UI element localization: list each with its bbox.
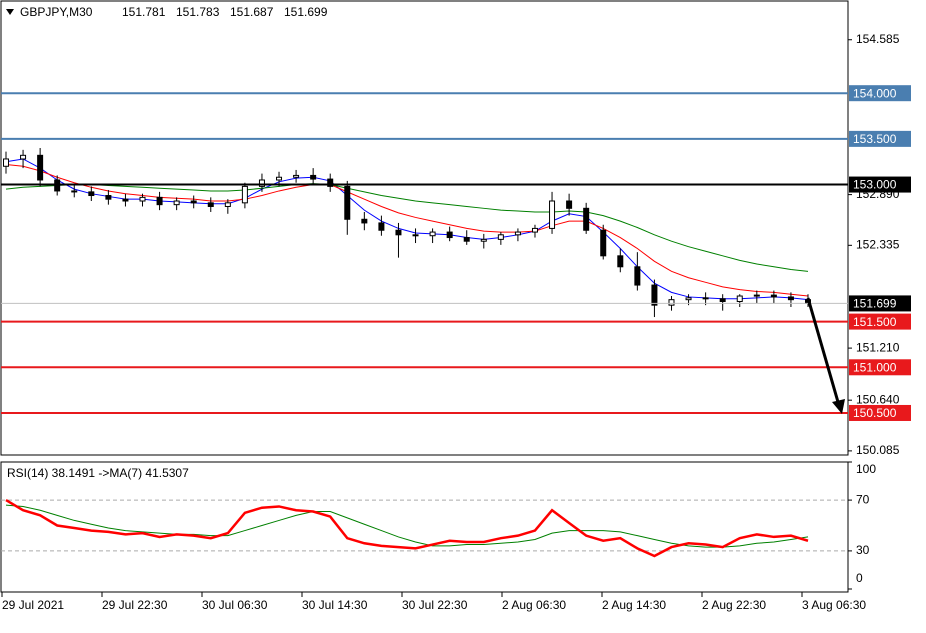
candle-body [207, 202, 214, 207]
candle-body [88, 191, 95, 197]
y-tick-label: 30 [856, 543, 870, 557]
rsi-title: RSI(14) 38.1491 ->MA(7) 41.5307 [7, 466, 189, 480]
dropdown-icon[interactable] [6, 9, 14, 15]
y-tick-label: 150.640 [856, 392, 900, 406]
rsi-line [5, 504, 809, 548]
price-panel [0, 0, 849, 456]
x-tick-label: 2 Aug 06:30 [502, 598, 566, 612]
y-tick-label: 150.085 [856, 443, 900, 457]
candle-body [378, 222, 385, 231]
candle-body [446, 231, 453, 239]
y-tick-label: 154.585 [856, 32, 900, 46]
candle-body [395, 229, 402, 236]
candle-body [668, 299, 675, 306]
level-label: 150.500 [853, 406, 897, 420]
y-tick-label: 0 [856, 571, 863, 585]
level-label-box [849, 313, 911, 330]
symbol: GBPJPY,M30 [20, 5, 93, 19]
forecast-arrow [806, 297, 840, 403]
candle-body [634, 266, 641, 286]
y-tick-label: 151.210 [856, 340, 900, 354]
level-label: 151.500 [853, 315, 897, 329]
candle-body [224, 202, 231, 207]
y-tick-label: 70 [856, 492, 870, 506]
rsi-panel [0, 461, 849, 593]
candle-body [600, 229, 607, 257]
candle-body [327, 178, 334, 187]
level-label-box [849, 404, 911, 421]
candle-body [258, 179, 265, 187]
y-tick-label: 100 [856, 462, 876, 476]
quote-high: 151.783 [176, 5, 220, 19]
candle-body [173, 200, 180, 206]
candle-body [702, 297, 709, 300]
candle-body [583, 207, 590, 231]
level-label: 154.000 [853, 86, 897, 100]
candle-body [37, 154, 44, 181]
candle-body [122, 198, 129, 202]
level-label: 153.000 [853, 178, 897, 192]
candle-body [463, 237, 470, 242]
candle-body [719, 298, 726, 303]
candle-body [361, 218, 368, 224]
candle-body [685, 297, 692, 301]
candle-body [429, 231, 436, 237]
x-tick-label: 2 Aug 14:30 [602, 598, 666, 612]
current-price-label: 151.699 [853, 297, 897, 311]
y-tick-label: 152.335 [856, 237, 900, 251]
x-tick-label: 3 Aug 06:30 [802, 598, 866, 612]
x-tick-label: 30 Jul 14:30 [302, 598, 368, 612]
level-label-box [849, 359, 911, 376]
x-tick-label: 2 Aug 22:30 [702, 598, 766, 612]
candle-body [787, 296, 794, 301]
candle-body [293, 174, 300, 178]
quote-open: 151.781 [122, 5, 166, 19]
candle-body [412, 234, 419, 237]
candle-body [190, 200, 197, 204]
candle-body [241, 185, 248, 204]
candle-body [651, 284, 658, 306]
candle-body [531, 227, 538, 233]
candle-body [71, 190, 78, 193]
candle-body [20, 154, 27, 160]
candle-body [344, 185, 351, 220]
forecast-arrowhead [832, 399, 845, 414]
candle-body [3, 158, 9, 167]
candle-body [770, 294, 777, 298]
x-tick-label: 29 Jul 2021 [2, 598, 64, 612]
level-label: 153.500 [853, 132, 897, 146]
level-label-box [849, 85, 911, 102]
candle-body [276, 176, 283, 181]
candle-body [736, 295, 743, 303]
candle-body [514, 231, 521, 236]
candle-body [480, 238, 487, 242]
candle-body [753, 294, 760, 297]
level-label-box [849, 130, 911, 147]
moving-average [5, 163, 809, 297]
rsi-line [5, 499, 809, 558]
candle-body [105, 195, 112, 200]
candle-body [549, 200, 556, 229]
candle-body [497, 234, 504, 240]
level-label: 151.000 [853, 360, 897, 374]
x-tick-label: 30 Jul 06:30 [202, 598, 268, 612]
x-tick-label: 29 Jul 22:30 [102, 598, 168, 612]
level-label-box [849, 176, 911, 193]
current-price-box [849, 295, 911, 312]
candle-body [156, 196, 163, 206]
quote-close: 151.699 [284, 5, 328, 19]
candle-body [617, 255, 624, 268]
quote-low: 151.687 [230, 5, 274, 19]
x-tick-label: 30 Jul 22:30 [402, 598, 468, 612]
candle-body [566, 200, 573, 209]
candle-body [139, 196, 146, 202]
moving-average [5, 183, 809, 272]
candle-body [310, 174, 317, 180]
